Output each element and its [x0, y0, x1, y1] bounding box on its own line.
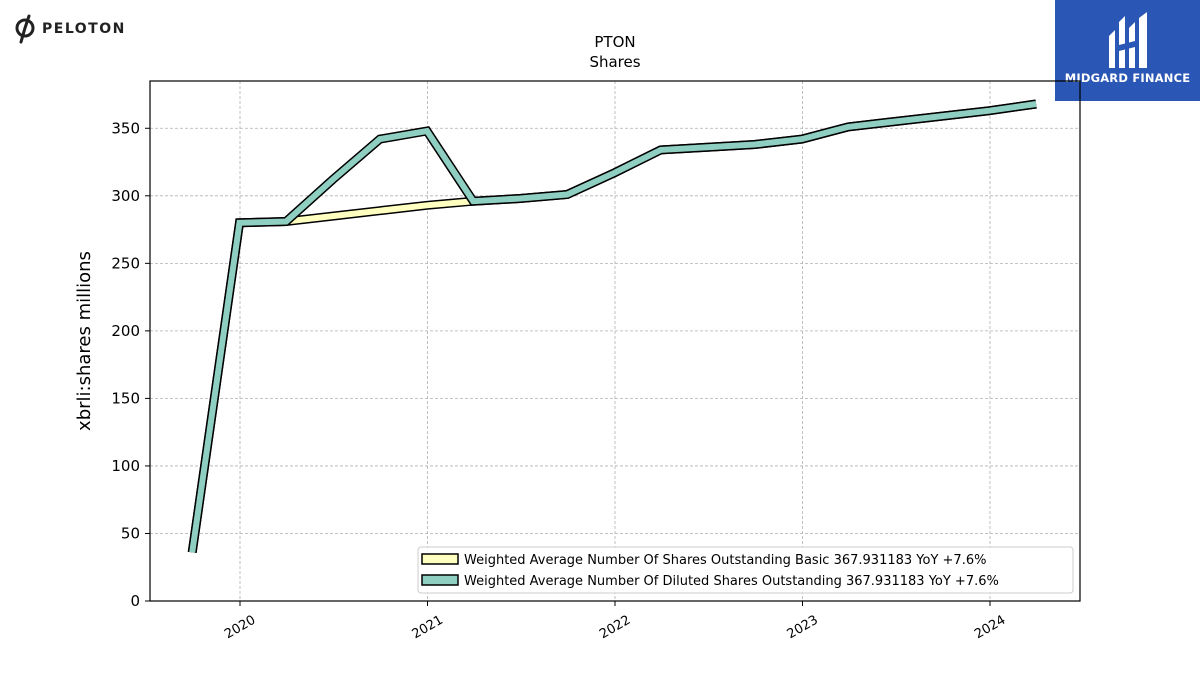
y-tick-label: 50 — [121, 524, 140, 542]
grid-lines — [150, 81, 1080, 602]
series-layer — [187, 99, 1037, 554]
x-tick-label: 2023 — [785, 613, 821, 643]
y-tick-label: 350 — [111, 119, 140, 137]
midgard-logo-icon — [1108, 12, 1147, 68]
midgard-finance-label: MIDGARD FINANCE — [1064, 71, 1191, 85]
legend-box — [417, 546, 1074, 594]
x-tick-label: 2021 — [410, 613, 446, 643]
legend: Weighted Average Number Of Shares Outsta… — [417, 546, 1074, 594]
chart-subtitle: Shares — [589, 53, 640, 71]
legend-label-2: Weighted Average Number Of Diluted Share… — [464, 574, 999, 589]
y-axis-label: xbrli:shares millions — [74, 251, 95, 431]
y-tick-label: 0 — [130, 592, 140, 610]
y-tick-label: 100 — [111, 457, 140, 475]
y-tick-label: 200 — [111, 322, 140, 340]
midgard-finance-badge: MIDGARD FINANCE — [1055, 0, 1200, 101]
x-tick-label: 2022 — [597, 613, 633, 643]
chart-title: PTON — [594, 33, 635, 51]
series-line-2 — [189, 101, 1037, 553]
legend-swatch-1 — [421, 553, 459, 565]
legend-swatch-2 — [421, 574, 459, 586]
legend-label-1: Weighted Average Number Of Shares Outsta… — [464, 553, 986, 568]
peloton-logo: PELOTON — [14, 14, 126, 44]
peloton-wordmark: PELOTON — [42, 21, 126, 37]
y-tick-label: 250 — [111, 254, 140, 272]
x-tick-label: 2020 — [222, 613, 258, 643]
y-tick-label: 150 — [111, 389, 140, 407]
peloton-mark-icon — [15, 14, 35, 44]
x-tick-label: 2024 — [972, 613, 1008, 643]
y-tick-label: 300 — [111, 187, 140, 205]
